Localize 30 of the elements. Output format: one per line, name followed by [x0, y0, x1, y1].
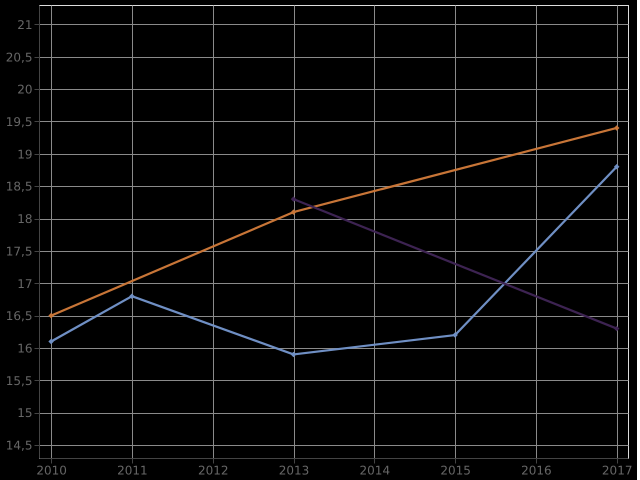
point — [48, 338, 54, 344]
y-tick-label: 15,5 — [6, 374, 32, 388]
y-tick-label: 16 — [17, 341, 32, 356]
point — [614, 164, 620, 170]
y-tick-label: 19,5 — [6, 114, 32, 129]
y-tick-label: 16,5 — [6, 309, 32, 324]
y-tick-label: 20 — [17, 82, 32, 97]
y-tick-label: 17 — [17, 276, 32, 291]
y-tick-label: 21 — [17, 18, 32, 32]
point — [290, 209, 296, 215]
y-tick-label: 19 — [17, 147, 32, 162]
point — [48, 312, 54, 318]
x-tick-label: 2010 — [36, 464, 67, 478]
x-tick-label: 2016 — [521, 464, 552, 478]
point — [290, 352, 296, 358]
x-tick-label: 2012 — [198, 464, 228, 478]
x-tick-label: 2014 — [360, 464, 390, 478]
y-tick-label: 18 — [17, 212, 32, 226]
y-tick-label: 17,5 — [6, 244, 32, 258]
x-tick-label: 2017 — [602, 464, 632, 478]
y-tick-label: 18,5 — [6, 180, 32, 194]
point — [614, 326, 620, 332]
y-tick-label: 15 — [17, 406, 32, 420]
point — [290, 196, 296, 202]
x-tick-label: 2015 — [440, 464, 471, 478]
x-tick-label: 2011 — [117, 464, 148, 478]
x-tick-label: 2013 — [278, 464, 310, 478]
point — [129, 293, 135, 299]
y-tick-label: 20,5 — [6, 50, 32, 64]
y-tick-label: 14,5 — [6, 438, 32, 453]
